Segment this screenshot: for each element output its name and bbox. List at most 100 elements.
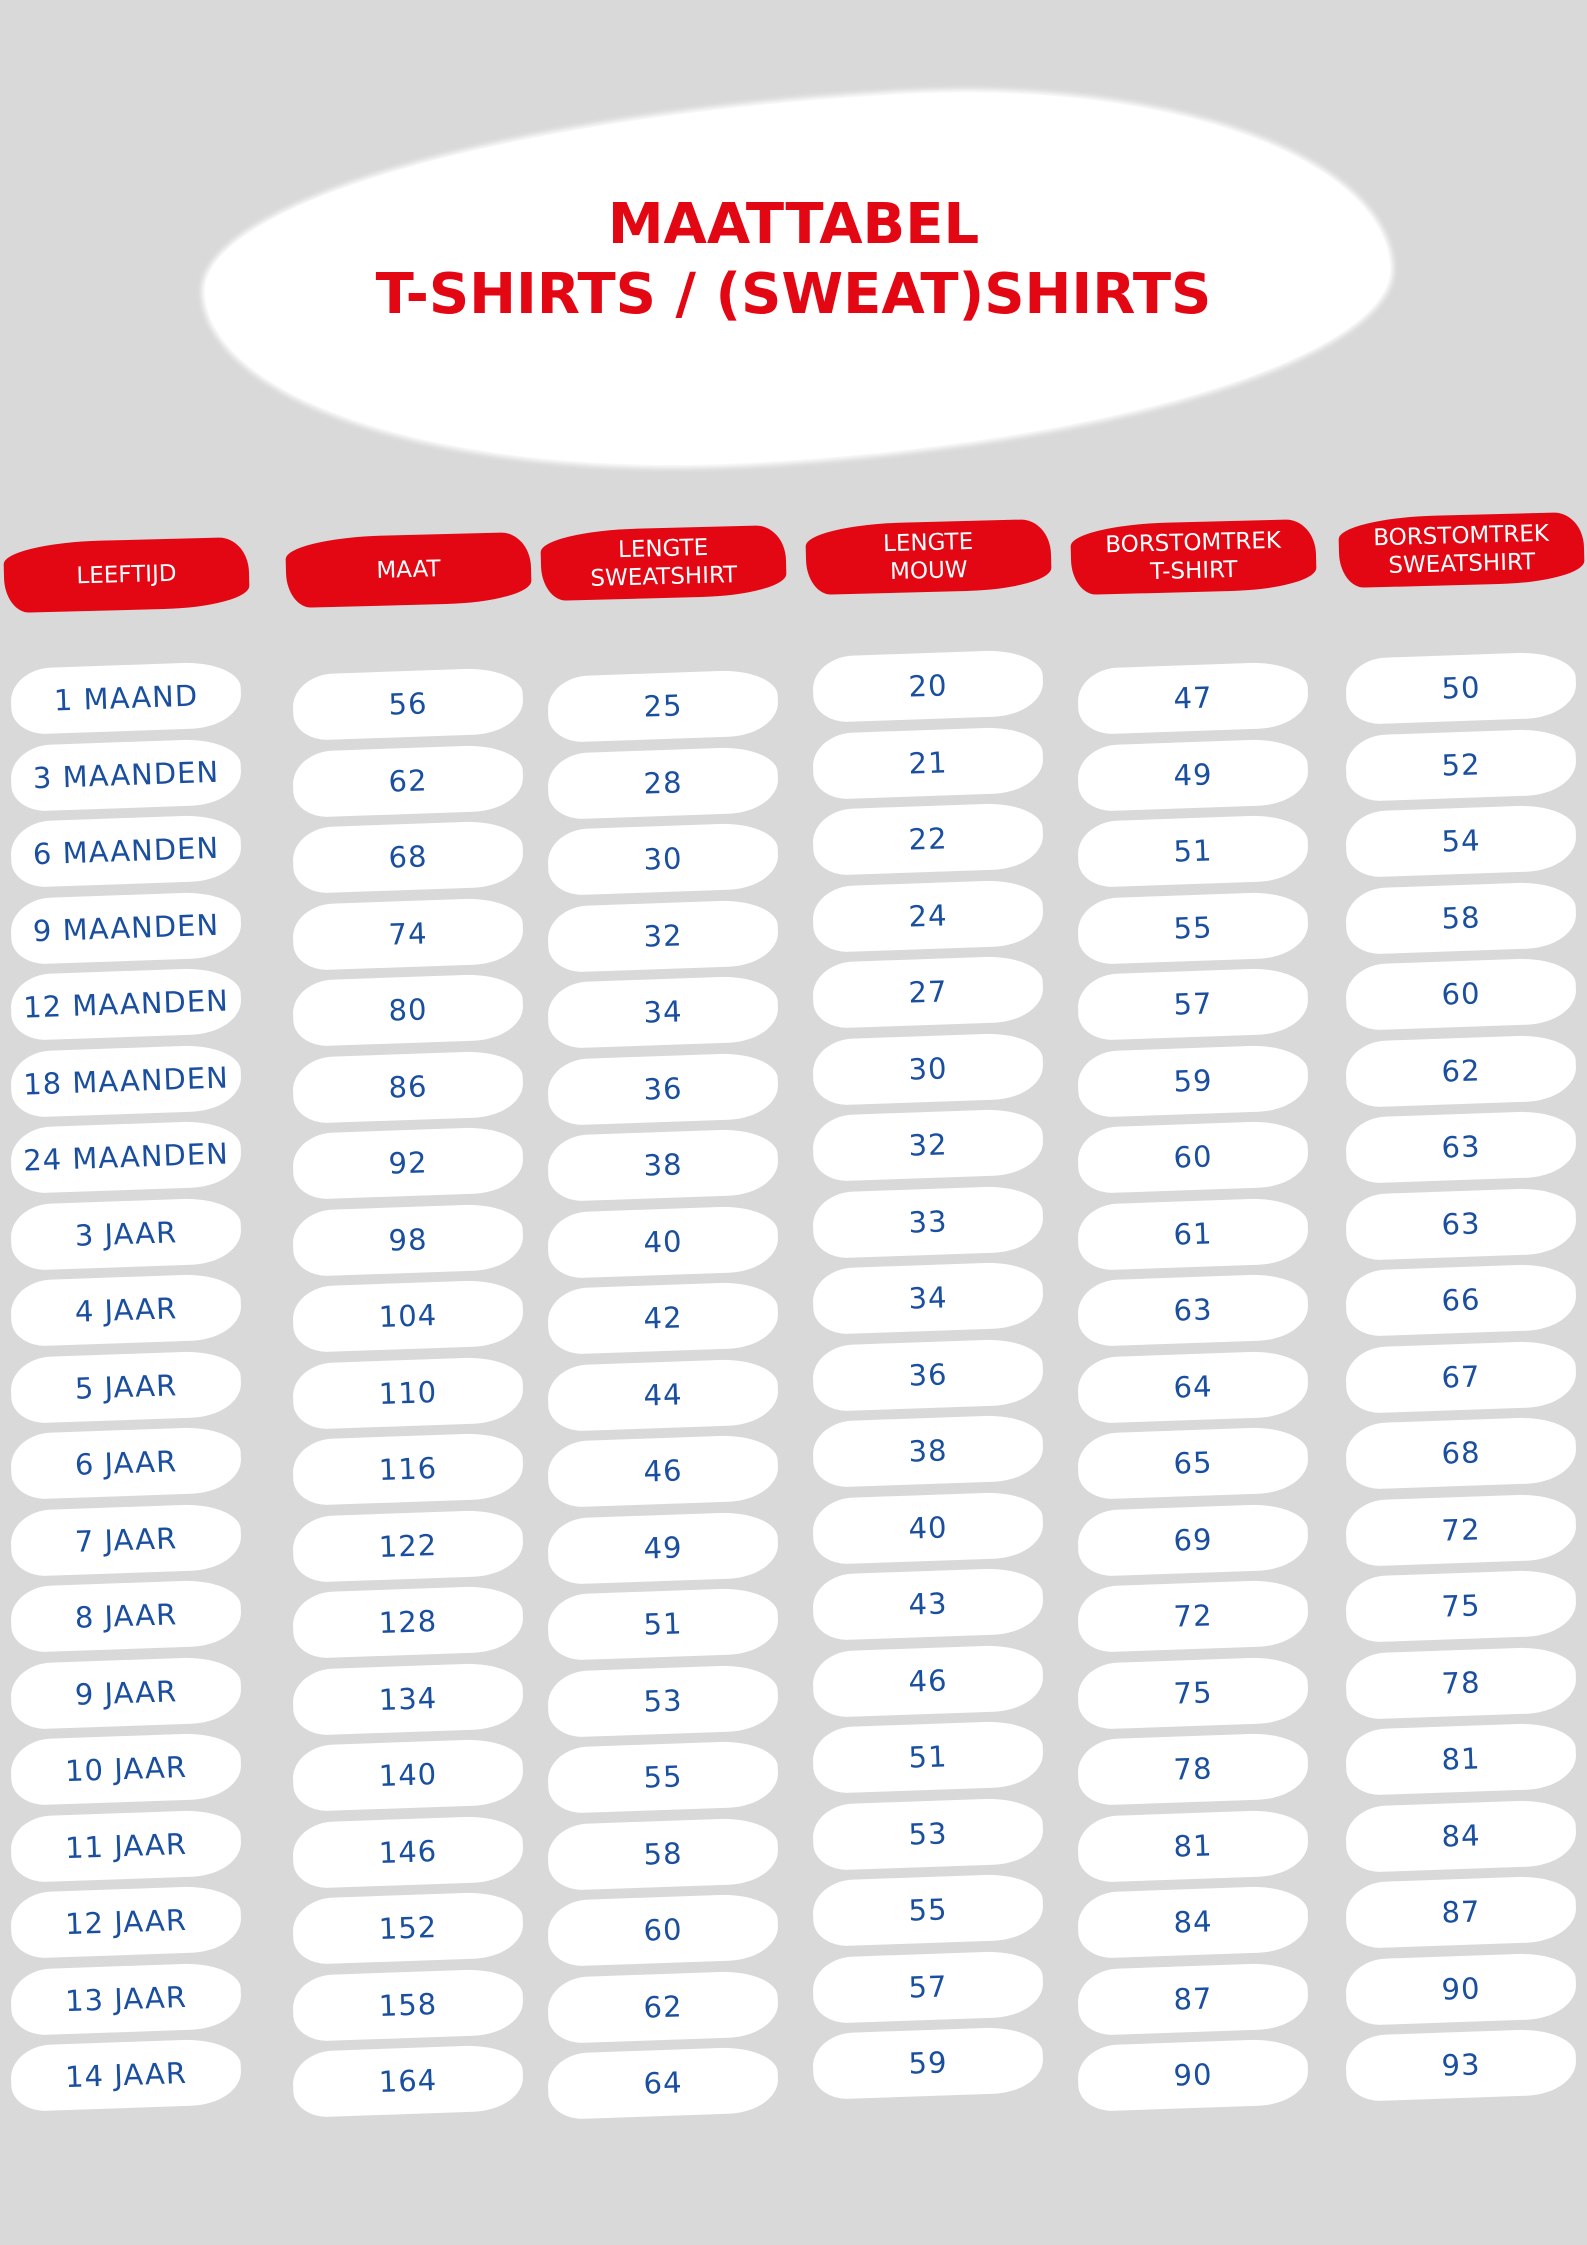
table-cell-lengte-mouw: 34 <box>811 1261 1045 1335</box>
column-header-lengte-sweatshirt: LENGTE SWEATSHIRT <box>540 524 787 602</box>
table-cell-lengte-sweatshirt: 53 <box>546 1663 780 1738</box>
table-cell-borstomtrek-tshirt: 51 <box>1076 814 1310 888</box>
column-header-borstomtrek-sweatshirt: BORSTOMTREK SWEATSHIRT <box>1338 511 1585 589</box>
table-cell-borstomtrek-tshirt: 47 <box>1076 661 1310 735</box>
table-cell-leeftijd: 13 JAAR <box>9 1961 243 2036</box>
table-cell-lengte-sweatshirt: 42 <box>546 1281 780 1355</box>
table-cell-lengte-sweatshirt: 30 <box>546 822 780 896</box>
table-cell-leeftijd: 8 JAAR <box>9 1579 243 1653</box>
table-cell-maat: 158 <box>291 1967 525 2042</box>
table-cell-maat: 110 <box>291 1355 525 1430</box>
table-cell-borstomtrek-tshirt: 90 <box>1076 2038 1310 2112</box>
table-cell-borstomtrek-sweatshirt: 62 <box>1344 1033 1578 1108</box>
table-cell-lengte-sweatshirt: 55 <box>546 1740 780 1814</box>
table-cell-lengte-mouw: 59 <box>811 2026 1045 2100</box>
table-cell-lengte-sweatshirt: 25 <box>546 669 780 743</box>
table-cell-borstomtrek-sweatshirt: 90 <box>1344 1951 1578 2026</box>
table-cell-borstomtrek-sweatshirt: 67 <box>1344 1339 1578 1414</box>
table-cell-lengte-mouw: 32 <box>811 1108 1045 1182</box>
table-cell-borstomtrek-tshirt: 63 <box>1076 1273 1310 1347</box>
table-cell-maat: 140 <box>291 1738 525 1812</box>
table-cell-leeftijd: 24 MAANDEN <box>9 1120 243 1194</box>
table-cell-maat: 86 <box>291 1049 525 1124</box>
column-header-maat: MAAT <box>285 531 532 609</box>
table-cell-borstomtrek-tshirt: 64 <box>1076 1349 1310 1424</box>
table-cell-lengte-sweatshirt: 38 <box>546 1128 780 1202</box>
column-header-label: LENGTE MOUW <box>882 528 974 586</box>
table-cell-borstomtrek-sweatshirt: 72 <box>1344 1492 1578 1567</box>
column-header-borstomtrek-tshirt: BORSTOMTREK T-SHIRT <box>1070 518 1317 596</box>
table-cell-leeftijd: 3 MAANDEN <box>9 737 243 812</box>
table-cell-maat: 116 <box>291 1432 525 1506</box>
table-cell-maat: 80 <box>291 973 525 1047</box>
table-cell-maat: 98 <box>291 1202 525 1277</box>
table-cell-leeftijd: 18 MAANDEN <box>9 1043 243 1118</box>
table-cell-lengte-sweatshirt: 49 <box>546 1510 780 1585</box>
table-cell-maat: 164 <box>291 2044 525 2118</box>
table-cell-lengte-mouw: 46 <box>811 1643 1045 1718</box>
table-cell-borstomtrek-tshirt: 78 <box>1076 1732 1310 1806</box>
table-cell-maat: 128 <box>291 1585 525 1659</box>
table-cell-lengte-mouw: 33 <box>811 1184 1045 1259</box>
table-cell-lengte-mouw: 36 <box>811 1337 1045 1412</box>
table-cell-lengte-mouw: 57 <box>811 1949 1045 2024</box>
table-cell-leeftijd: 12 MAANDEN <box>9 967 243 1041</box>
table-cell-leeftijd: 10 JAAR <box>9 1732 243 1806</box>
table-cell-borstomtrek-sweatshirt: 52 <box>1344 727 1578 802</box>
table-cell-borstomtrek-sweatshirt: 87 <box>1344 1875 1578 1949</box>
table-cell-maat: 56 <box>291 667 525 741</box>
table-cell-borstomtrek-tshirt: 75 <box>1076 1655 1310 1730</box>
table-cell-maat: 152 <box>291 1891 525 1965</box>
table-cell-lengte-mouw: 27 <box>811 955 1045 1029</box>
table-cell-leeftijd: 4 JAAR <box>9 1273 243 1347</box>
table-cell-maat: 122 <box>291 1508 525 1583</box>
table-cell-lengte-mouw: 20 <box>811 649 1045 723</box>
table-cell-leeftijd: 9 JAAR <box>9 1655 243 1730</box>
table-cell-borstomtrek-tshirt: 81 <box>1076 1808 1310 1883</box>
table-cell-borstomtrek-sweatshirt: 75 <box>1344 1569 1578 1643</box>
table-cell-maat: 74 <box>291 896 525 971</box>
table-cell-maat: 134 <box>291 1661 525 1736</box>
table-cell-borstomtrek-sweatshirt: 63 <box>1344 1186 1578 1261</box>
table-cell-borstomtrek-tshirt: 49 <box>1076 737 1310 812</box>
table-cell-borstomtrek-tshirt: 69 <box>1076 1502 1310 1577</box>
table-cell-lengte-mouw: 21 <box>811 725 1045 800</box>
table-cell-borstomtrek-tshirt: 60 <box>1076 1120 1310 1194</box>
table-cell-leeftijd: 7 JAAR <box>9 1502 243 1577</box>
table-cell-borstomtrek-sweatshirt: 93 <box>1344 2028 1578 2102</box>
table-cell-maat: 92 <box>291 1126 525 1200</box>
table-cell-leeftijd: 5 JAAR <box>9 1349 243 1424</box>
table-cell-borstomtrek-tshirt: 65 <box>1076 1426 1310 1500</box>
table-cell-lengte-mouw: 55 <box>811 1873 1045 1947</box>
table-cell-lengte-mouw: 24 <box>811 878 1045 953</box>
table-cell-lengte-mouw: 38 <box>811 1414 1045 1488</box>
column-header-label: LENGTE SWEATSHIRT <box>590 534 738 592</box>
table-cell-borstomtrek-sweatshirt: 50 <box>1344 651 1578 725</box>
table-cell-maat: 62 <box>291 743 525 818</box>
table-cell-borstomtrek-sweatshirt: 84 <box>1344 1798 1578 1873</box>
table-cell-leeftijd: 14 JAAR <box>9 2038 243 2112</box>
table-cell-lengte-sweatshirt: 32 <box>546 898 780 973</box>
table-cell-leeftijd: 9 MAANDEN <box>9 890 243 965</box>
table-cell-borstomtrek-sweatshirt: 78 <box>1344 1645 1578 1720</box>
table-cell-lengte-sweatshirt: 64 <box>546 2046 780 2120</box>
table-cell-lengte-sweatshirt: 40 <box>546 1204 780 1279</box>
table-cell-lengte-sweatshirt: 58 <box>546 1816 780 1891</box>
table-cell-borstomtrek-tshirt: 57 <box>1076 967 1310 1041</box>
table-cell-borstomtrek-tshirt: 55 <box>1076 890 1310 965</box>
table-cell-lengte-sweatshirt: 44 <box>546 1357 780 1432</box>
column-header-leeftijd: LEEFTIJD <box>3 536 250 614</box>
table-cell-maat: 146 <box>291 1814 525 1889</box>
table-cell-leeftijd: 1 MAAND <box>9 661 243 735</box>
table-cell-maat: 104 <box>291 1279 525 1353</box>
table-cell-borstomtrek-tshirt: 59 <box>1076 1043 1310 1118</box>
column-header-lengte-mouw: LENGTE MOUW <box>805 518 1052 596</box>
table-cell-leeftijd: 11 JAAR <box>9 1808 243 1883</box>
table-cell-lengte-mouw: 51 <box>811 1720 1045 1794</box>
table-cell-leeftijd: 3 JAAR <box>9 1196 243 1271</box>
title-line-1: MAATTABEL <box>607 192 980 257</box>
table-cell-lengte-sweatshirt: 60 <box>546 1893 780 1967</box>
table-cell-lengte-mouw: 30 <box>811 1031 1045 1106</box>
table-cell-leeftijd: 12 JAAR <box>9 1885 243 1959</box>
title-line-2: T-SHIRTS / (SWEAT)SHIRTS <box>375 262 1212 327</box>
